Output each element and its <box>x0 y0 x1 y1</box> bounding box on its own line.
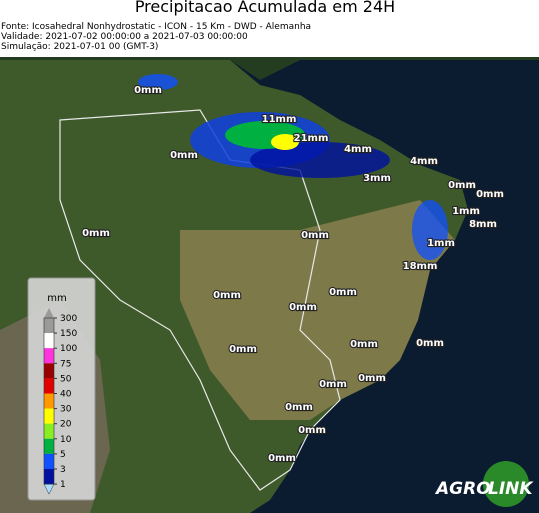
logo-circle <box>483 461 529 507</box>
map-label: 18mm <box>403 261 438 272</box>
colorbar-tick-label: 150 <box>60 329 77 339</box>
map-label: 0mm <box>329 287 357 298</box>
land-dry <box>180 200 455 420</box>
source-line: Fonte: Icosahedral Nonhydrostatic - ICON… <box>1 22 311 32</box>
map-label: 0mm <box>82 228 110 239</box>
map-label: 0mm <box>289 302 317 313</box>
map-label: 4mm <box>344 144 372 155</box>
colorbar-tick-label: 5 <box>60 450 66 460</box>
simulation-line: Simulação: 2021-07-01 00 (GMT-3) <box>1 42 158 52</box>
colorbar-bin <box>44 393 54 409</box>
colorbar-bin <box>44 438 54 454</box>
colorbar-bin <box>44 469 54 485</box>
map-label: 0mm <box>268 453 296 464</box>
colorbar-top <box>44 308 54 318</box>
colorbar-tick-label: 40 <box>60 390 72 400</box>
colorbar-bin <box>44 348 54 364</box>
map-label: 1mm <box>427 238 455 249</box>
colorbar-tick-label: 75 <box>60 359 71 369</box>
map-label: 0mm <box>476 189 504 200</box>
title: Precipitacao Acumulada em 24H <box>135 0 395 16</box>
map-label: 1mm <box>452 206 480 217</box>
legend: mm 300 150 100 75 50 40 30 20 10 5 3 1 <box>27 277 96 501</box>
map-label: 0mm <box>358 373 386 384</box>
colorbar-bin <box>44 378 54 394</box>
logo-right: LINK <box>488 479 534 499</box>
validity-line: Validade: 2021-07-02 00:00:00 a 2021-07-… <box>1 32 248 42</box>
rain-area <box>138 74 178 90</box>
land <box>0 57 539 80</box>
colorbar-bin <box>44 453 54 469</box>
map-label: 4mm <box>410 156 438 167</box>
map-label: 0mm <box>301 230 329 241</box>
colorbar: 300 150 100 75 50 40 30 20 10 5 3 1 <box>43 308 77 495</box>
colorbar-tick-label: 1 <box>60 480 66 490</box>
colorbar-frame <box>43 317 55 485</box>
colorbar-tick-label: 30 <box>60 405 72 415</box>
colorbar-bin <box>44 318 54 334</box>
map-label: 0mm <box>350 339 378 350</box>
colorbar-tick-label: 100 <box>60 344 77 354</box>
colorbar-tick-label: 3 <box>60 465 66 475</box>
map-label: 3mm <box>363 173 391 184</box>
map-label: 11mm <box>262 114 297 125</box>
colorbar-bin <box>44 363 54 379</box>
map-label: 0mm <box>319 379 347 390</box>
colorbar-tick-label: 300 <box>60 314 77 324</box>
rain-area <box>271 134 299 150</box>
map-label: 8mm <box>469 219 497 230</box>
map-label: 0mm <box>298 425 326 436</box>
rain-area <box>412 200 448 260</box>
colorbar-bin <box>44 408 54 424</box>
map-label: 0mm <box>134 85 162 96</box>
colorbar-bin <box>44 333 54 349</box>
legend-unit: mm <box>47 293 66 304</box>
map-label: 0mm <box>213 290 241 301</box>
colorbar-tick-label: 10 <box>60 435 72 445</box>
rain-area <box>250 142 390 178</box>
map-label: 21mm <box>294 133 329 144</box>
map-label: 0mm <box>285 402 313 413</box>
map-label: 0mm <box>416 338 444 349</box>
colorbar-bin <box>44 423 54 439</box>
colorbar-tick-label: 50 <box>60 374 72 384</box>
map-label: 0mm <box>448 180 476 191</box>
map-label: 0mm <box>229 344 257 355</box>
logo: AGRO LINK <box>434 461 534 507</box>
logo-left: AGRO <box>434 479 491 499</box>
colorbar-tick-label: 20 <box>60 420 72 430</box>
map <box>0 57 539 513</box>
map-label: 0mm <box>170 150 198 161</box>
